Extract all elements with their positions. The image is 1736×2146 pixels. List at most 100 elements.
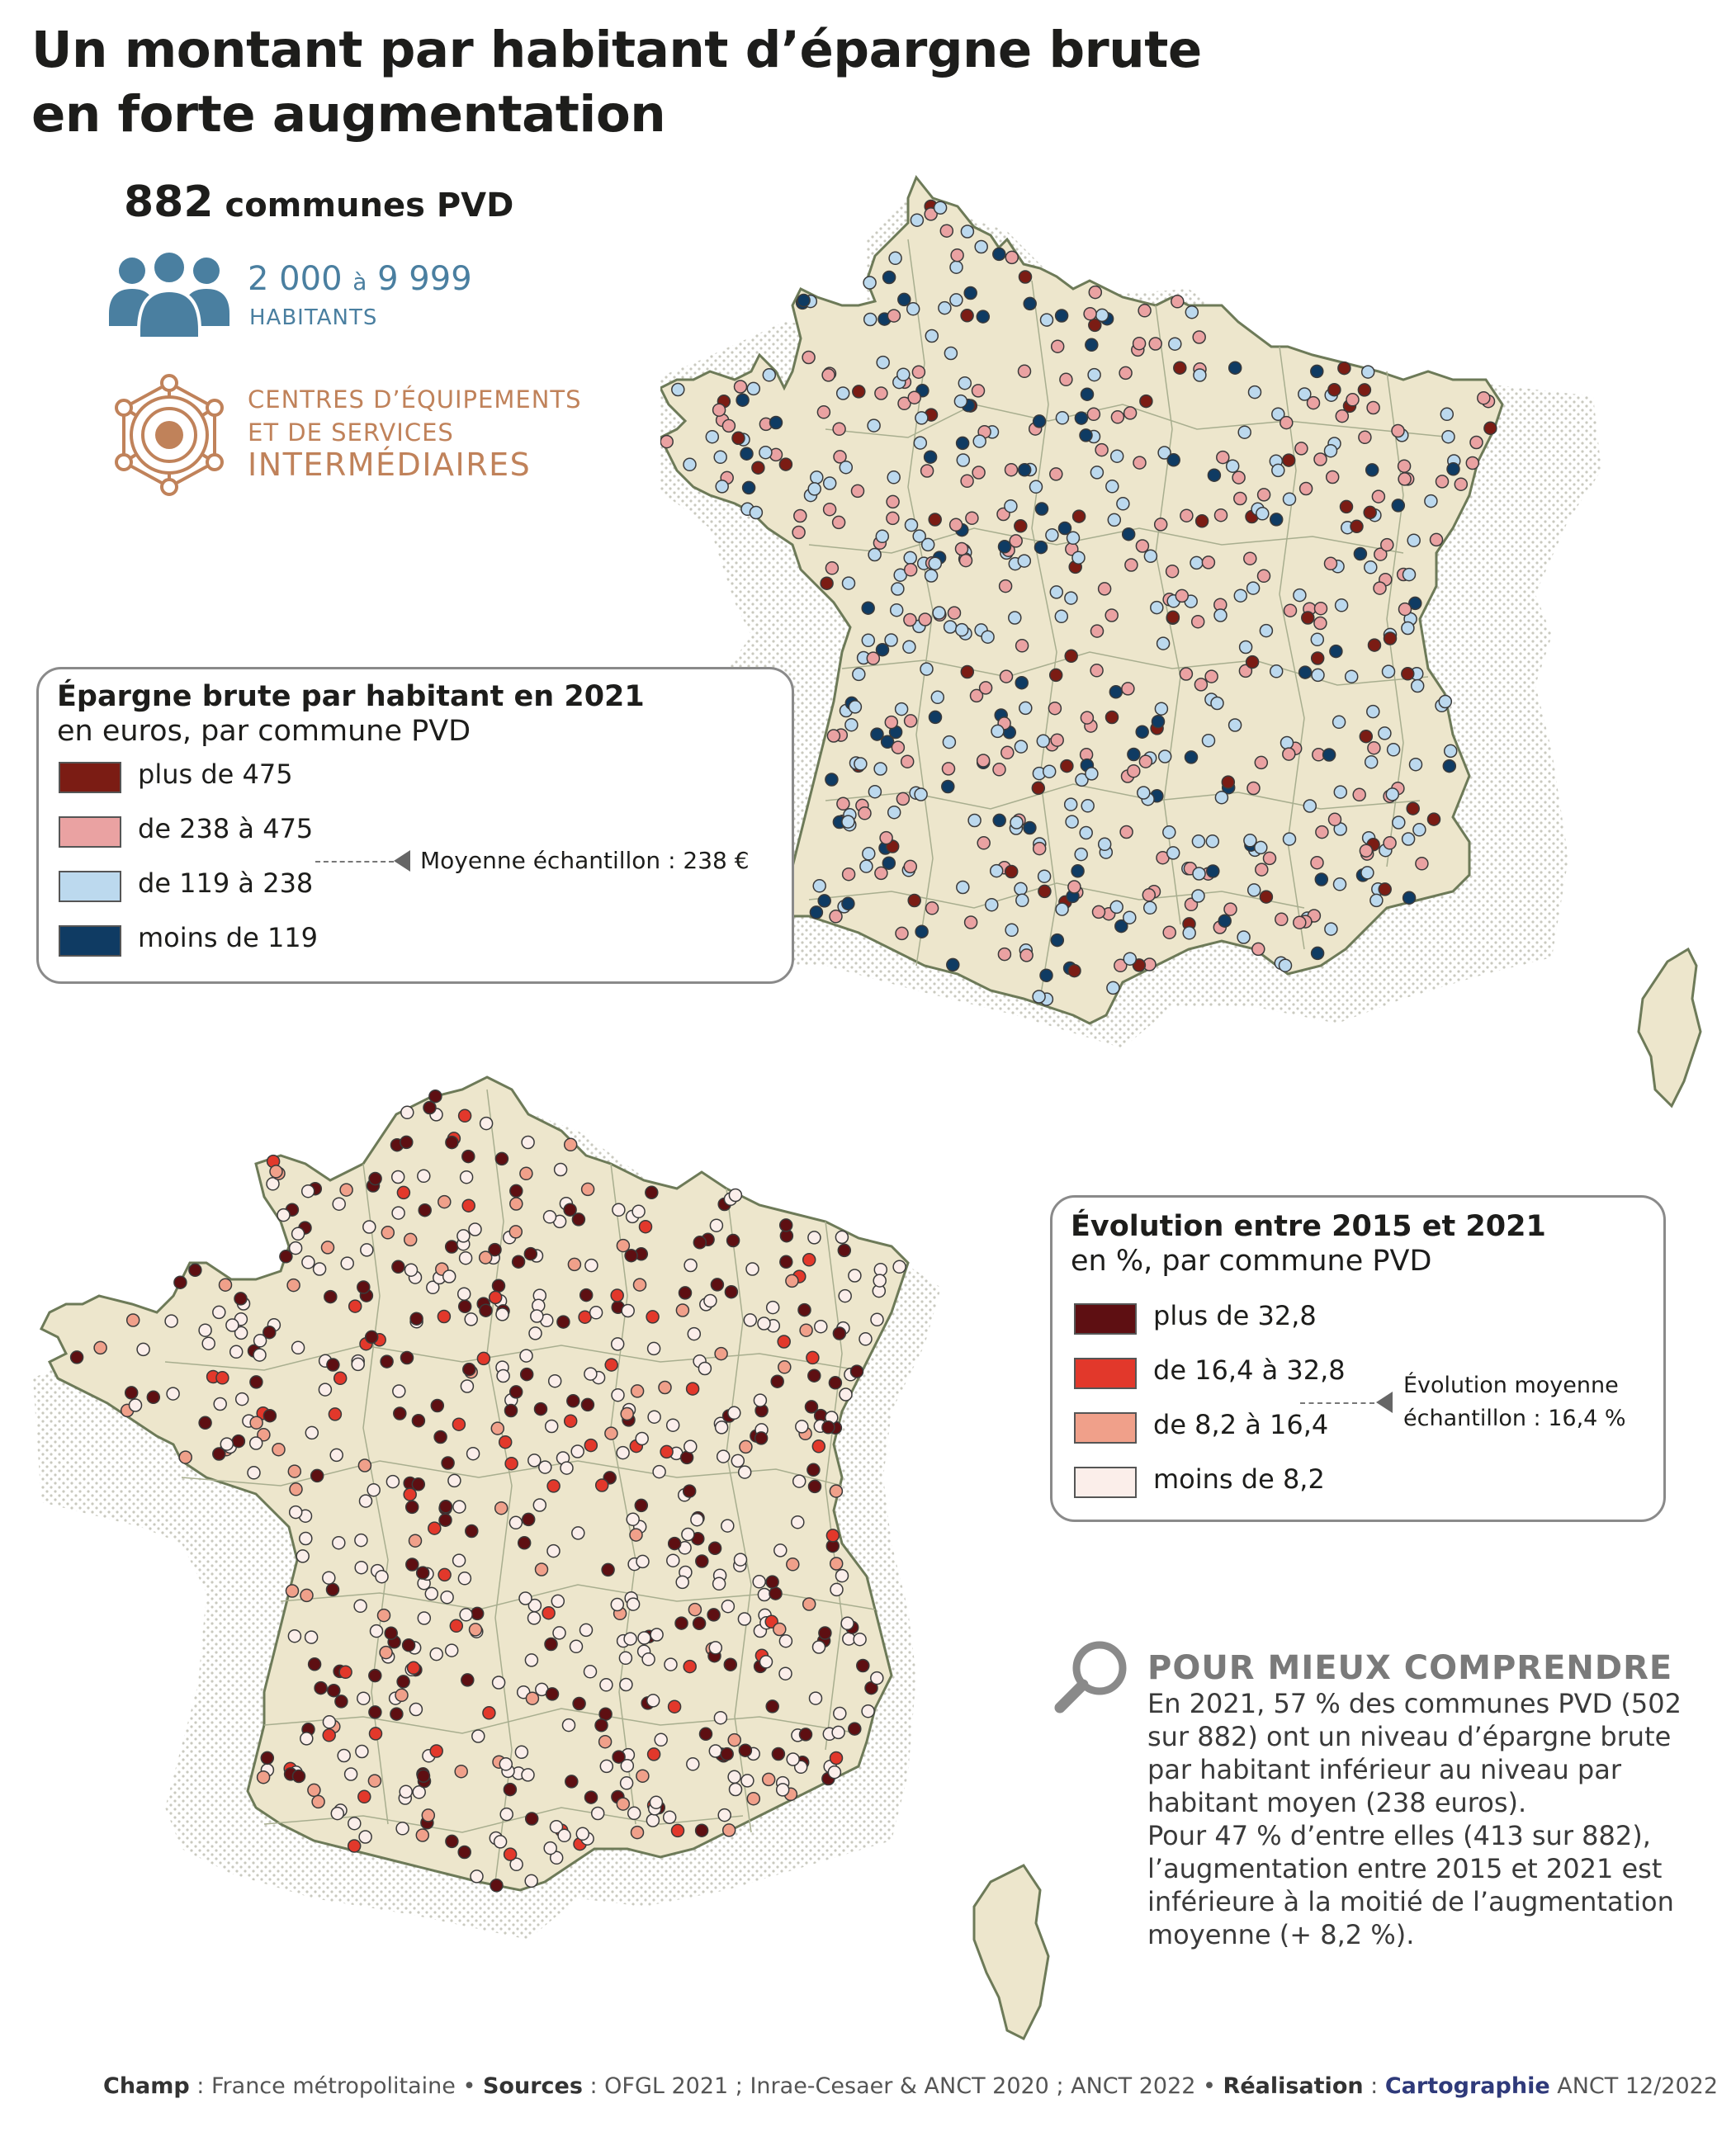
commune-dot (850, 484, 865, 499)
commune-dot (896, 792, 911, 806)
commune-dot (895, 926, 909, 941)
commune-dot (1310, 946, 1325, 961)
explainer-paragraph-2: Pour 47 % d’entre elles (413 sur 882), l… (1147, 1820, 1674, 1950)
commune-dot (269, 1165, 283, 1179)
commune-dot (1254, 840, 1268, 855)
commune-dot (1357, 383, 1372, 397)
commune-dot (1182, 926, 1196, 940)
commune-dot (863, 276, 877, 290)
commune-dot (248, 1436, 263, 1450)
commune-dot (514, 1745, 529, 1760)
commune-dot (812, 879, 826, 893)
commune-dot (1256, 569, 1271, 584)
commune-dot (1019, 701, 1033, 716)
commune-dot (1371, 489, 1386, 503)
commune-dot (504, 1456, 518, 1471)
commune-dot (533, 1402, 548, 1416)
commune-dot (943, 620, 958, 634)
commune-dot (861, 633, 876, 648)
commune-dot (688, 1602, 702, 1617)
commune-dot (941, 779, 955, 794)
legend-epargne-label-3: de 119 à 238 (138, 867, 314, 899)
commune-dot (1039, 313, 1054, 327)
commune-dot (1142, 900, 1157, 915)
commune-dot (395, 1822, 409, 1836)
commune-dot (1415, 857, 1429, 871)
commune-dot (694, 1823, 709, 1837)
commune-dot (976, 310, 991, 324)
commune-dot (1191, 834, 1206, 848)
commune-dot (1237, 930, 1251, 944)
commune-dot (941, 762, 956, 776)
commune-dot (1440, 407, 1455, 422)
commune-dot (1032, 990, 1046, 1004)
commune-dot (866, 651, 881, 665)
commune-dot (1364, 754, 1379, 769)
commune-dot (604, 1426, 618, 1440)
legend-evolution-swatch-4 (1074, 1467, 1137, 1498)
commune-dot (547, 1373, 562, 1388)
commune-dot (777, 1335, 791, 1349)
commune-dot (928, 556, 943, 570)
commune-dot (1127, 747, 1141, 762)
commune-dot (1005, 250, 1019, 265)
commune-dot (705, 429, 720, 444)
commune-dot (833, 1706, 847, 1721)
commune-dot (761, 1772, 776, 1787)
commune-dot (685, 1382, 700, 1396)
commune-dot (355, 1744, 369, 1759)
commune-dot (707, 1541, 722, 1556)
commune-dot (778, 1633, 793, 1648)
legend-evolution-swatch-2 (1074, 1358, 1137, 1389)
commune-dot (322, 1715, 337, 1729)
commune-dot (1067, 880, 1081, 894)
commune-dot (1015, 893, 1029, 908)
commune-dot (903, 551, 917, 565)
commune-dot (910, 213, 925, 227)
commune-dot (647, 1410, 661, 1424)
commune-dot (1401, 621, 1415, 636)
commune-dot (1166, 610, 1180, 625)
commune-dot (496, 1368, 510, 1383)
magnifier-icon (1054, 1641, 1127, 1713)
commune-dot (835, 1230, 849, 1245)
commune-dot (868, 547, 882, 562)
commune-dot (832, 422, 846, 437)
commune-dot (300, 1588, 314, 1603)
commune-dot (1080, 387, 1095, 401)
commune-dot (759, 445, 773, 460)
map-evolution-2015-2021 (33, 1075, 1050, 2041)
commune-dot (861, 601, 875, 615)
commune-dot (1014, 519, 1028, 533)
commune-dot (727, 1406, 741, 1420)
commune-dot (1323, 443, 1338, 458)
commune-dot (1138, 304, 1152, 318)
commune-dot (956, 880, 970, 895)
commune-dot (579, 1288, 594, 1302)
commune-dot (773, 1543, 788, 1558)
commune-dot (438, 1513, 452, 1527)
commune-dot (1443, 744, 1458, 759)
commune-dot (1398, 602, 1412, 617)
commune-dot (652, 1464, 666, 1479)
commune-dot (433, 1430, 447, 1444)
commune-dot (841, 576, 856, 590)
commune-dot (1034, 502, 1049, 516)
commune-dot (947, 606, 962, 620)
commune-dot (584, 1367, 598, 1381)
commune-dot (1374, 547, 1388, 561)
commune-dot (911, 365, 926, 379)
commune-dot (853, 1632, 867, 1647)
commune-dot (792, 1474, 807, 1488)
commune-dot (928, 710, 943, 725)
legend-epargne-average-line (315, 861, 394, 863)
commune-dot (1119, 825, 1133, 839)
commune-dot (1192, 330, 1206, 344)
commune-dot (687, 1326, 702, 1341)
commune-dot (1127, 763, 1141, 778)
commune-dot (816, 405, 831, 419)
commune-dot (470, 1869, 484, 1884)
commune-dot (1408, 596, 1422, 611)
commune-dot (1259, 890, 1274, 904)
commune-dot (835, 386, 850, 400)
